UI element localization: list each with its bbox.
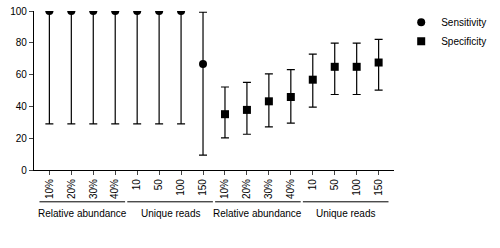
svg-text:30%: 30%: [88, 179, 99, 199]
svg-text:50: 50: [153, 179, 164, 191]
svg-text:100: 100: [175, 179, 186, 196]
svg-text:80: 80: [16, 37, 28, 48]
svg-text:20: 20: [16, 133, 28, 144]
svg-text:60: 60: [16, 69, 28, 80]
svg-text:150: 150: [373, 179, 384, 196]
svg-text:40%: 40%: [285, 179, 296, 199]
svg-text:50: 50: [329, 179, 340, 191]
svg-text:10%: 10%: [44, 179, 55, 199]
svg-text:20%: 20%: [66, 179, 77, 199]
svg-text:Sensitivity: Sensitivity: [441, 17, 486, 28]
svg-text:10: 10: [131, 179, 142, 191]
svg-text:10: 10: [307, 179, 318, 191]
svg-text:40: 40: [16, 101, 28, 112]
svg-text:30%: 30%: [263, 179, 274, 199]
svg-text:Relative abundance: Relative abundance: [38, 208, 127, 219]
svg-text:150: 150: [197, 179, 208, 196]
svg-text:10%: 10%: [219, 179, 230, 199]
svg-text:100: 100: [351, 179, 362, 196]
svg-text:20%: 20%: [241, 179, 252, 199]
svg-text:Specificity: Specificity: [441, 36, 486, 47]
svg-text:100: 100: [10, 6, 27, 17]
svg-text:0: 0: [21, 165, 27, 176]
svg-text:Unique reads: Unique reads: [316, 208, 375, 219]
svg-text:Relative abundance: Relative abundance: [213, 208, 302, 219]
svg-text:40%: 40%: [109, 179, 120, 199]
svg-text:Unique reads: Unique reads: [141, 208, 200, 219]
